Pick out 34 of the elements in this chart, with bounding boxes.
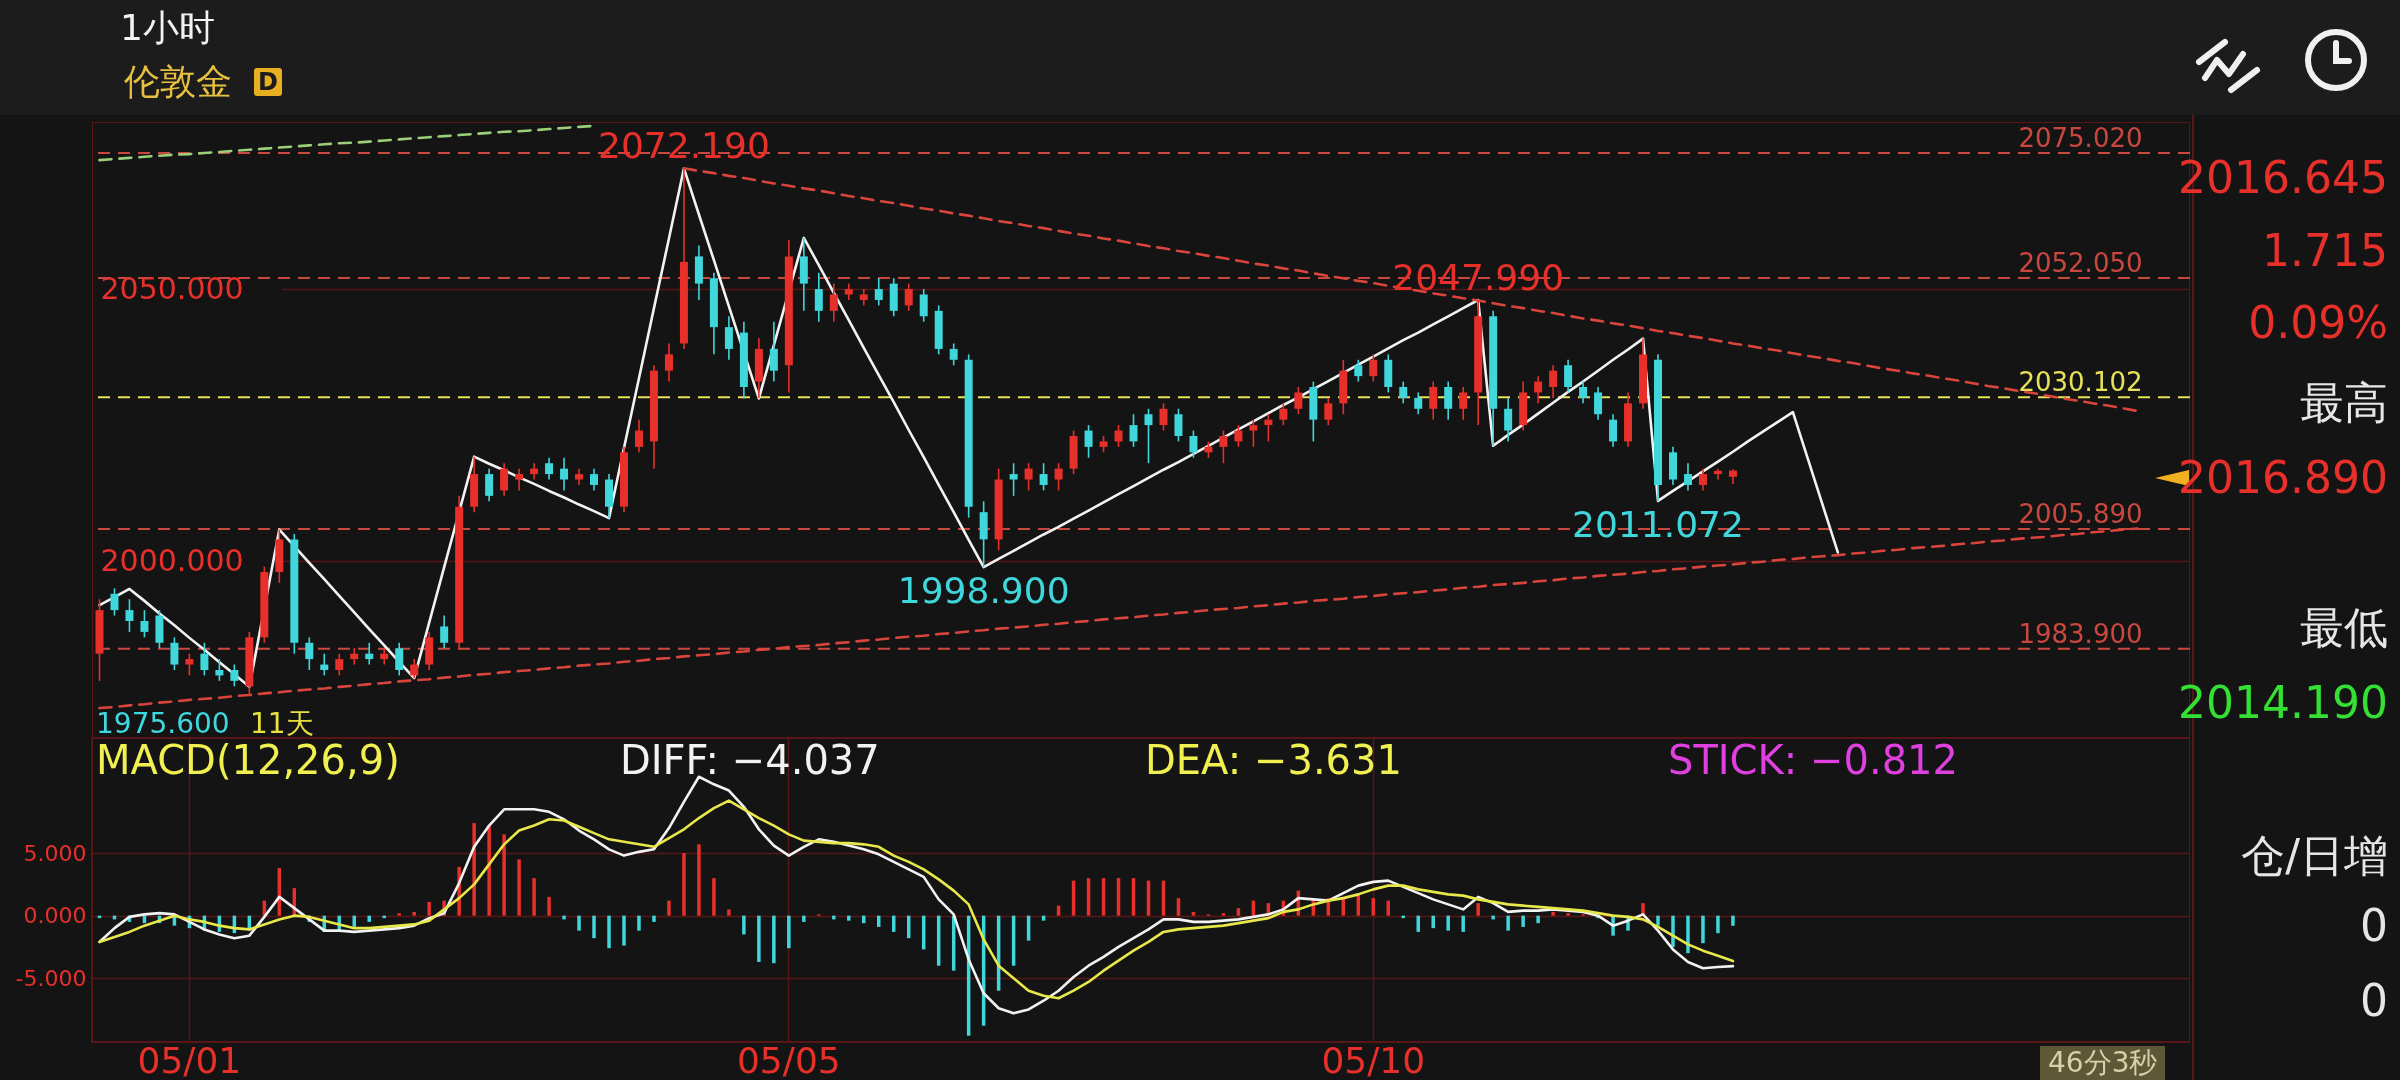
text: D — [254, 68, 282, 96]
x-tick-label: 05/05 — [736, 1039, 841, 1080]
x-tick-label: 05/01 — [137, 1039, 242, 1080]
ref-line-label: 2052.050 — [2018, 247, 2143, 278]
annotation: DIFF: −4.037 — [620, 737, 880, 783]
text: 仓/日增 — [2241, 830, 2388, 881]
ref-line-label: 2005.890 — [2018, 499, 2143, 530]
annotation: 2014.190 — [2178, 677, 2388, 728]
annotation: STICK: −0.812 — [1668, 737, 1958, 783]
annotation: 1998.900 — [897, 570, 1070, 612]
y-tick-label: 0.000 — [23, 903, 87, 929]
annotation: 11天 — [250, 707, 314, 740]
x-tick-label: 05/10 — [1321, 1039, 1426, 1080]
text: 最高 — [2300, 377, 2388, 428]
ref-line-label: 2075.020 — [2018, 122, 2143, 153]
chart-subtitle: 伦敦金 — [124, 61, 232, 102]
y-tick-label: -5.000 — [15, 965, 87, 991]
text: 1.715 — [2262, 225, 2388, 276]
y-tick-label: 5.000 — [23, 840, 87, 866]
y-tick-label: 2000.000 — [100, 542, 244, 578]
annotation: 2011.072 — [1572, 503, 1744, 545]
annotation: 2016.645 — [2178, 152, 2388, 203]
chart-title: MACD(12,26,9) — [96, 737, 400, 783]
text: 最低 — [2300, 602, 2388, 653]
text: 0 — [2360, 900, 2388, 951]
text: 0.09% — [2248, 297, 2388, 348]
ref-line-label: 1983.900 — [2018, 618, 2143, 649]
chart-title: 1小时 — [120, 7, 215, 48]
annotation: DEA: −3.631 — [1145, 737, 1402, 783]
annotation: 2016.890 — [2178, 452, 2388, 503]
text: 46分3秒 — [2040, 1046, 2166, 1080]
ref-line-label: 2030.102 — [2018, 367, 2143, 398]
text: 0 — [2360, 975, 2388, 1026]
annotation: 1975.600 — [96, 707, 230, 740]
